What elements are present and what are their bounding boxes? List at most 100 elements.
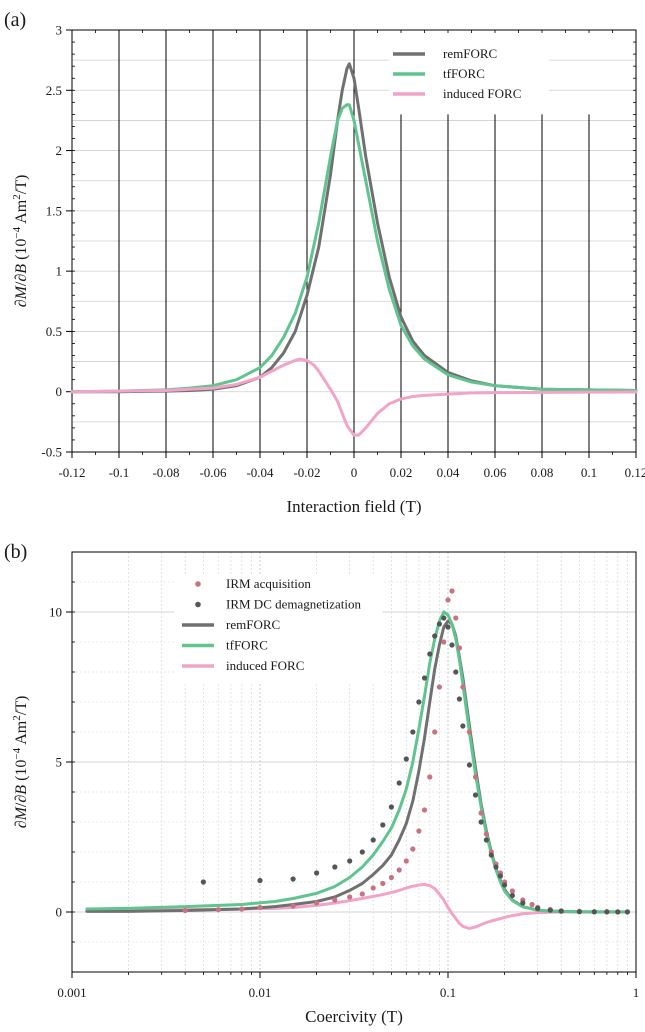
data-point — [535, 905, 541, 912]
x-tick-label: 0.1 — [440, 985, 456, 1000]
data-point — [380, 822, 386, 828]
data-point — [416, 699, 422, 705]
series-irm-dc-demagnetization — [200, 615, 630, 915]
data-point — [483, 837, 489, 843]
legend: IRM acquisition IRM DC demagnetization rem… — [174, 574, 382, 684]
data-point — [576, 909, 583, 915]
data-point — [478, 819, 484, 825]
data-point — [441, 615, 447, 621]
data-point — [403, 858, 409, 864]
data-point — [290, 876, 296, 882]
data-point — [421, 807, 428, 813]
legend: remFORC tfFORC induced FORC — [389, 44, 549, 112]
x-tick-label: 0.1 — [581, 465, 597, 480]
legend-label: induced FORC — [443, 86, 521, 101]
data-point — [478, 810, 484, 816]
data-point — [453, 669, 459, 675]
x-axis-label: Interaction field (T) — [287, 497, 422, 516]
data-point — [472, 792, 479, 798]
data-point — [332, 864, 338, 870]
series-line — [70, 103, 638, 394]
data-point — [466, 762, 473, 768]
data-point — [421, 675, 428, 681]
series-line — [70, 357, 638, 437]
legend-entry: induced FORC — [182, 658, 304, 673]
data-point — [257, 877, 263, 884]
data-point — [313, 900, 320, 906]
data-point — [347, 858, 353, 864]
series-tfforc — [85, 610, 629, 914]
data-point — [449, 588, 455, 594]
data-point — [257, 904, 263, 911]
data-point — [436, 621, 442, 627]
data-point — [388, 804, 395, 810]
y-tick-label: 1 — [56, 264, 63, 279]
data-point — [432, 633, 438, 639]
x-tick-label: 0.12 — [625, 465, 645, 480]
x-axis-label: Coercivity (T) — [305, 1007, 403, 1026]
legend-entry: induced FORC — [393, 86, 521, 101]
legend-label: tfFORC — [226, 638, 268, 653]
axes: 0 5 10 0.001 0.01 0.1 1 Coercivity (T) ∂M/∂B (10… — [11, 551, 640, 1026]
data-point — [427, 651, 433, 657]
data-point — [493, 864, 499, 870]
panel-b-coercivity-chart: (b) 0 5 10 0.001 0.01 0.1 1 Coercivity (T) ∂M/∂B … — [4, 541, 639, 1026]
y-axis-label-part: Am — [13, 199, 30, 227]
y-tick-label: 0 — [56, 905, 63, 920]
data-point — [445, 624, 451, 630]
series-induced-forc — [70, 357, 638, 437]
legend-label: remFORC — [226, 617, 280, 632]
y-axis-label-part: /T) — [13, 696, 30, 716]
data-point — [200, 879, 207, 885]
y-axis-label-part: ∂ — [13, 299, 30, 307]
data-point — [615, 909, 621, 915]
x-tick-label: 0.08 — [531, 465, 554, 480]
panel-label: (a) — [4, 9, 26, 31]
x-tick-label: 1 — [633, 985, 640, 1000]
data-point — [558, 908, 564, 914]
x-tick-label: 0.04 — [437, 465, 460, 480]
data-point — [380, 880, 386, 887]
x-tick-label: -0.04 — [246, 465, 274, 480]
data-point — [483, 831, 489, 837]
data-point — [396, 780, 402, 786]
data-point — [313, 870, 320, 876]
y-tick-label: 0.5 — [46, 324, 62, 339]
y-tick-label: 2.5 — [46, 83, 62, 98]
y-axis-label: ∂M/∂B (10−4 Am2/T) — [11, 175, 30, 308]
data-point — [509, 888, 515, 894]
legend-entry: remFORC — [182, 617, 280, 632]
y-axis-label-part: /∂ — [13, 274, 30, 286]
legend-marker — [195, 581, 201, 587]
data-point — [445, 597, 451, 603]
data-point — [215, 907, 221, 913]
data-point — [460, 684, 466, 690]
x-tick-label: 0.02 — [390, 465, 413, 480]
y-axis-label-part: 2 — [11, 194, 23, 200]
x-tick-label: 0.01 — [249, 985, 272, 1000]
data-point — [529, 901, 535, 908]
data-point — [359, 849, 365, 855]
data-point — [347, 894, 353, 900]
legend-label: IRM DC demagnetization — [226, 597, 362, 612]
y-axis-label-part: M — [13, 805, 30, 821]
legend-entry: IRM acquisition — [195, 576, 311, 591]
data-point — [591, 909, 597, 915]
legend-label: remFORC — [443, 46, 497, 61]
y-axis-label: ∂M/∂B (10−4 Am2/T) — [11, 696, 30, 829]
y-axis-label-part: /T) — [13, 175, 30, 195]
y-axis-label-part: ∂ — [13, 820, 30, 828]
y-tick-label: 0 — [56, 384, 63, 399]
data-point — [449, 642, 455, 648]
data-point — [604, 909, 610, 915]
data-point — [456, 645, 463, 651]
y-axis-label-part: (10 — [13, 239, 30, 264]
data-point — [332, 897, 338, 903]
panel-a-interaction-field-chart: (a)-0.500.511.522.53-0.12 -0.1 -0.08 -0.06-… — [4, 9, 645, 516]
data-point — [501, 882, 508, 888]
data-point — [432, 729, 438, 735]
data-point — [396, 867, 402, 873]
y-tick-label: -0.5 — [41, 445, 62, 460]
